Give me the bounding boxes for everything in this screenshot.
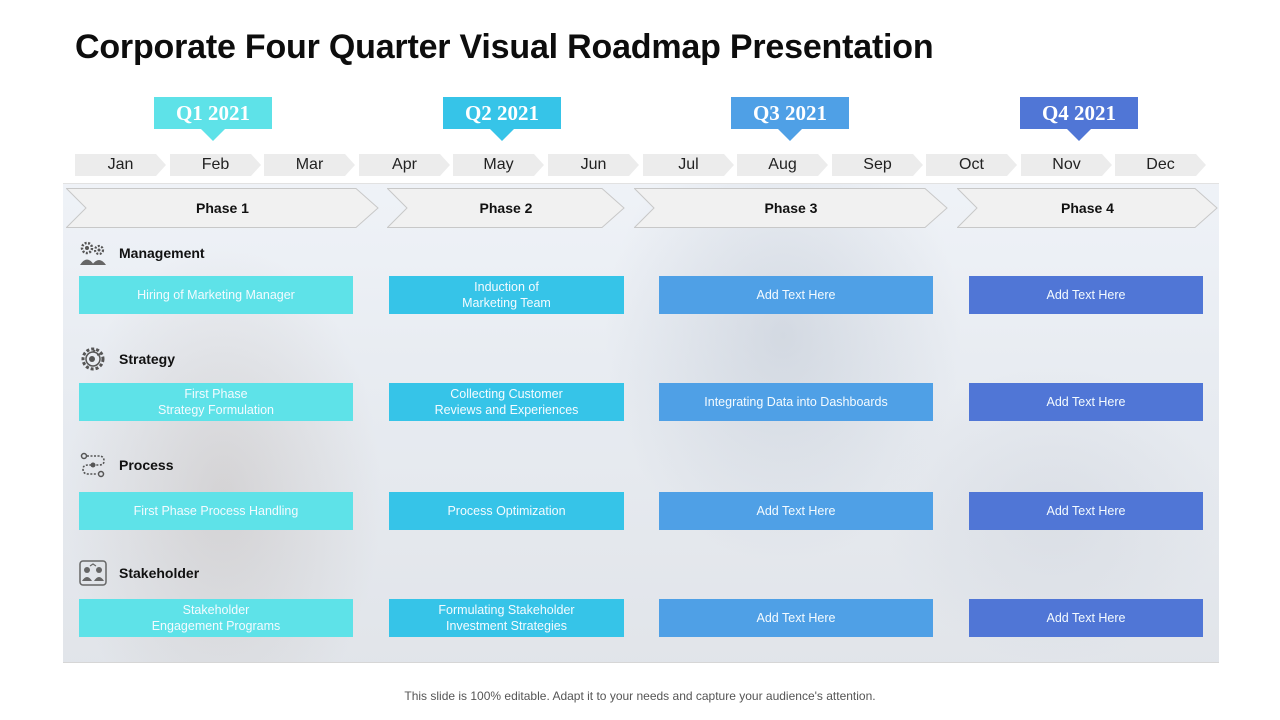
month-nov: Nov <box>1021 154 1112 176</box>
quarter-badge-q2: Q2 2021 <box>443 97 561 141</box>
month-sep: Sep <box>832 154 923 176</box>
quarter-badge-q4: Q4 2021 <box>1020 97 1138 141</box>
quarter-badge-q3: Q3 2021 <box>731 97 849 141</box>
task-management-q1[interactable]: Hiring of Marketing Manager <box>79 276 353 314</box>
phase-1-label: Phase 1 <box>196 200 249 216</box>
month-dec: Dec <box>1115 154 1206 176</box>
category-strategy-label: Strategy <box>119 351 176 367</box>
task-management-q3[interactable]: Add Text Here <box>659 276 933 314</box>
task-strategy-q3[interactable]: Integrating Data into Dashboards <box>659 383 933 421</box>
phase-4-label: Phase 4 <box>1061 200 1114 216</box>
process-flow-icon <box>78 452 108 478</box>
task-stakeholder-q2[interactable]: Formulating Stakeholder Investment Strat… <box>389 599 624 637</box>
gear-strategy-icon <box>78 346 108 372</box>
task-stakeholder-q1[interactable]: Stakeholder Engagement Programs <box>79 599 353 637</box>
category-process-label: Process <box>119 457 174 473</box>
task-process-q4[interactable]: Add Text Here <box>969 492 1203 530</box>
phase-4-header: Phase 4 <box>957 188 1218 228</box>
month-may: May <box>453 154 544 176</box>
task-strategy-q1[interactable]: First Phase Strategy Formulation <box>79 383 353 421</box>
month-oct: Oct <box>926 154 1017 176</box>
month-jun: Jun <box>548 154 639 176</box>
task-strategy-q4[interactable]: Add Text Here <box>969 383 1203 421</box>
task-process-q3[interactable]: Add Text Here <box>659 492 933 530</box>
month-feb: Feb <box>170 154 261 176</box>
slide-title: Corporate Four Quarter Visual Roadmap Pr… <box>75 28 934 66</box>
category-strategy: Strategy <box>78 346 175 372</box>
month-jan: Jan <box>75 154 166 176</box>
category-management-label: Management <box>119 245 205 261</box>
month-aug: Aug <box>737 154 828 176</box>
stakeholder-group-icon <box>78 560 108 586</box>
phase-2-header: Phase 2 <box>387 188 625 228</box>
task-strategy-q2[interactable]: Collecting Customer Reviews and Experien… <box>389 383 624 421</box>
task-management-q2[interactable]: Induction of Marketing Team <box>389 276 624 314</box>
category-stakeholder-label: Stakeholder <box>119 565 200 581</box>
category-process: Process <box>78 452 173 478</box>
task-stakeholder-q4[interactable]: Add Text Here <box>969 599 1203 637</box>
phase-3-label: Phase 3 <box>764 200 818 216</box>
task-management-q4[interactable]: Add Text Here <box>969 276 1203 314</box>
gears-people-icon <box>78 240 108 266</box>
month-mar: Mar <box>264 154 355 176</box>
phase-1-header: Phase 1 <box>66 188 379 228</box>
task-stakeholder-q3[interactable]: Add Text Here <box>659 599 933 637</box>
month-apr: Apr <box>359 154 450 176</box>
footer-note: This slide is 100% editable. Adapt it to… <box>404 689 876 703</box>
category-stakeholder: Stakeholder <box>78 560 199 586</box>
month-jul: Jul <box>643 154 734 176</box>
phase-3-header: Phase 3 <box>634 188 948 228</box>
roadmap-panel-background <box>63 183 1219 663</box>
task-process-q1[interactable]: First Phase Process Handling <box>79 492 353 530</box>
task-process-q2[interactable]: Process Optimization <box>389 492 624 530</box>
phase-2-label: Phase 2 <box>479 200 533 216</box>
category-management: Management <box>78 240 205 266</box>
quarter-badge-q1: Q1 2021 <box>154 97 272 141</box>
